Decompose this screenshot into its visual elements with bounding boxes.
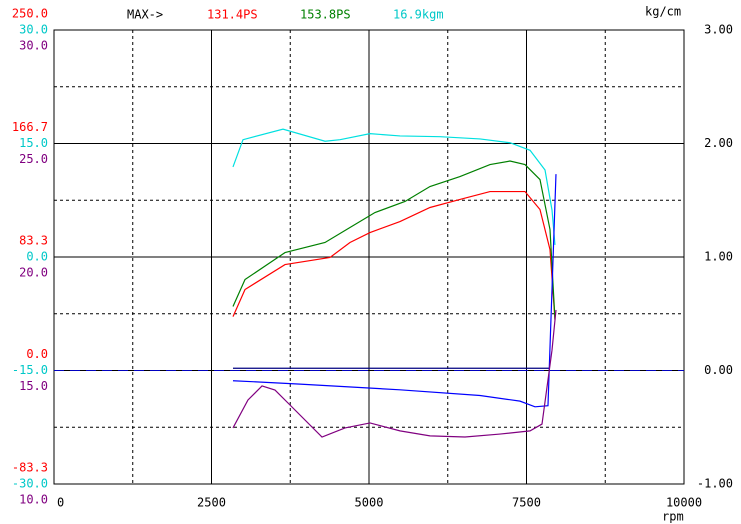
y-tick-label: 30.0: [19, 23, 48, 37]
y-tick-label: 10.0: [19, 493, 48, 507]
max-value: 131.4PS: [207, 8, 258, 22]
y-tick-label: -83.3: [12, 461, 48, 475]
y-tick-label: 15.0: [19, 136, 48, 150]
x-tick-label: 2500: [197, 496, 226, 510]
max-value: 16.9kgm: [393, 8, 444, 22]
y-tick-label: 20.0: [19, 266, 48, 280]
y-tick-label: 0.0: [26, 250, 48, 264]
y2-tick-label: 3.00: [704, 23, 733, 37]
y2-axis-label: kg/cm: [645, 5, 681, 19]
y-tick-label: -30.0: [12, 477, 48, 491]
x-tick-label: 0: [57, 496, 64, 510]
y-tick-label: 15.0: [19, 379, 48, 393]
y-tick-label: 250.0: [12, 7, 48, 21]
y2-tick-label: -1.00: [697, 477, 733, 491]
data-line: [232, 160, 556, 320]
max-prefix: MAX->: [127, 8, 163, 22]
y-tick-label: 83.3: [19, 234, 48, 248]
y-tick-label: 166.7: [12, 120, 48, 134]
x-axis-label: rpm: [662, 510, 684, 524]
x-tick-label: 10000: [666, 496, 702, 510]
max-value: 153.8PS: [300, 8, 351, 22]
y2-tick-label: 2.00: [704, 136, 733, 150]
data-line: [232, 309, 557, 438]
y-tick-label: 30.0: [19, 39, 48, 53]
data-line: [232, 128, 556, 245]
y-tick-label: 0.0: [26, 347, 48, 361]
data-line: [232, 190, 556, 320]
data-line: [232, 174, 557, 408]
y2-tick-label: 0.00: [704, 363, 733, 377]
y2-tick-label: 1.00: [704, 250, 733, 264]
x-tick-label: 5000: [355, 496, 384, 510]
y-tick-label: 25.0: [19, 152, 48, 166]
y-tick-label: -15.0: [12, 363, 48, 377]
x-tick-label: 7500: [512, 496, 541, 510]
